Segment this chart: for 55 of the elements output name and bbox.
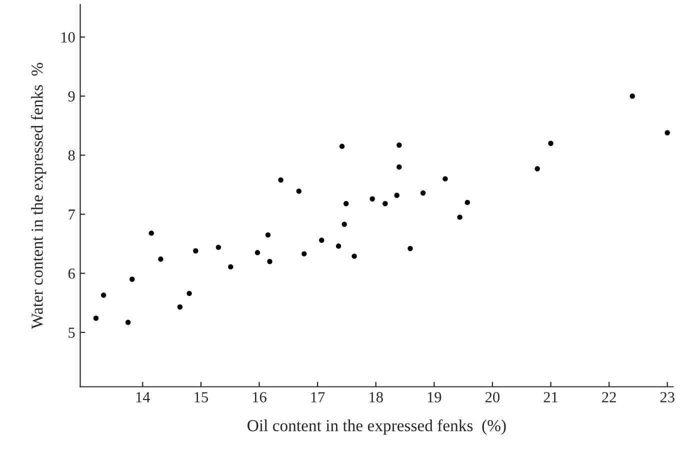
point xyxy=(352,254,357,259)
point xyxy=(342,222,347,227)
point xyxy=(296,188,302,194)
point xyxy=(254,250,260,256)
point xyxy=(394,192,400,198)
point xyxy=(396,142,402,148)
point xyxy=(186,290,192,296)
point xyxy=(464,200,470,206)
y-axis-title: Water content in the expressed fenks % xyxy=(30,62,46,329)
x-tick-label: 23 xyxy=(660,392,674,402)
point xyxy=(130,276,135,282)
point xyxy=(442,176,448,182)
point xyxy=(319,238,324,243)
point xyxy=(382,201,388,206)
point xyxy=(457,214,462,220)
x-tick-label: 17 xyxy=(311,392,325,402)
point xyxy=(125,320,131,325)
point xyxy=(370,196,375,202)
point xyxy=(93,316,99,321)
y-tick-label: 9 xyxy=(68,91,75,102)
x-tick-label: 16 xyxy=(252,392,266,402)
point xyxy=(396,164,402,170)
point xyxy=(336,244,342,249)
point xyxy=(548,140,554,146)
x-tick-label: 18 xyxy=(370,392,383,402)
point xyxy=(265,232,271,238)
point xyxy=(216,244,222,250)
point xyxy=(420,190,426,196)
point xyxy=(100,292,106,298)
y-tick-label: 7 xyxy=(68,210,75,220)
point xyxy=(408,246,413,252)
point xyxy=(193,248,198,254)
point xyxy=(228,264,234,270)
x-tick-label: 15 xyxy=(194,392,208,402)
y-tick-label: 6 xyxy=(68,268,75,279)
point xyxy=(534,166,540,172)
y-tick-label: 5 xyxy=(68,328,75,338)
point xyxy=(278,177,284,183)
x-tick-label: 21 xyxy=(544,392,558,402)
point xyxy=(148,230,154,236)
point xyxy=(339,144,345,149)
point xyxy=(664,130,670,136)
point xyxy=(177,304,183,310)
x-tick-label: 22 xyxy=(602,392,616,402)
x-axis-title: Oil content in the expressed fenks (%) xyxy=(248,419,506,435)
y-tick-label: 10 xyxy=(61,32,75,42)
x-tick-label: 14 xyxy=(136,392,150,402)
x-tick-label: 19 xyxy=(428,392,442,402)
y-tick-label: 8 xyxy=(68,150,75,161)
x-tick-label: 20 xyxy=(485,392,500,402)
point xyxy=(344,201,349,206)
point xyxy=(302,251,307,256)
point xyxy=(267,258,272,264)
point xyxy=(630,94,635,99)
point xyxy=(158,256,164,262)
